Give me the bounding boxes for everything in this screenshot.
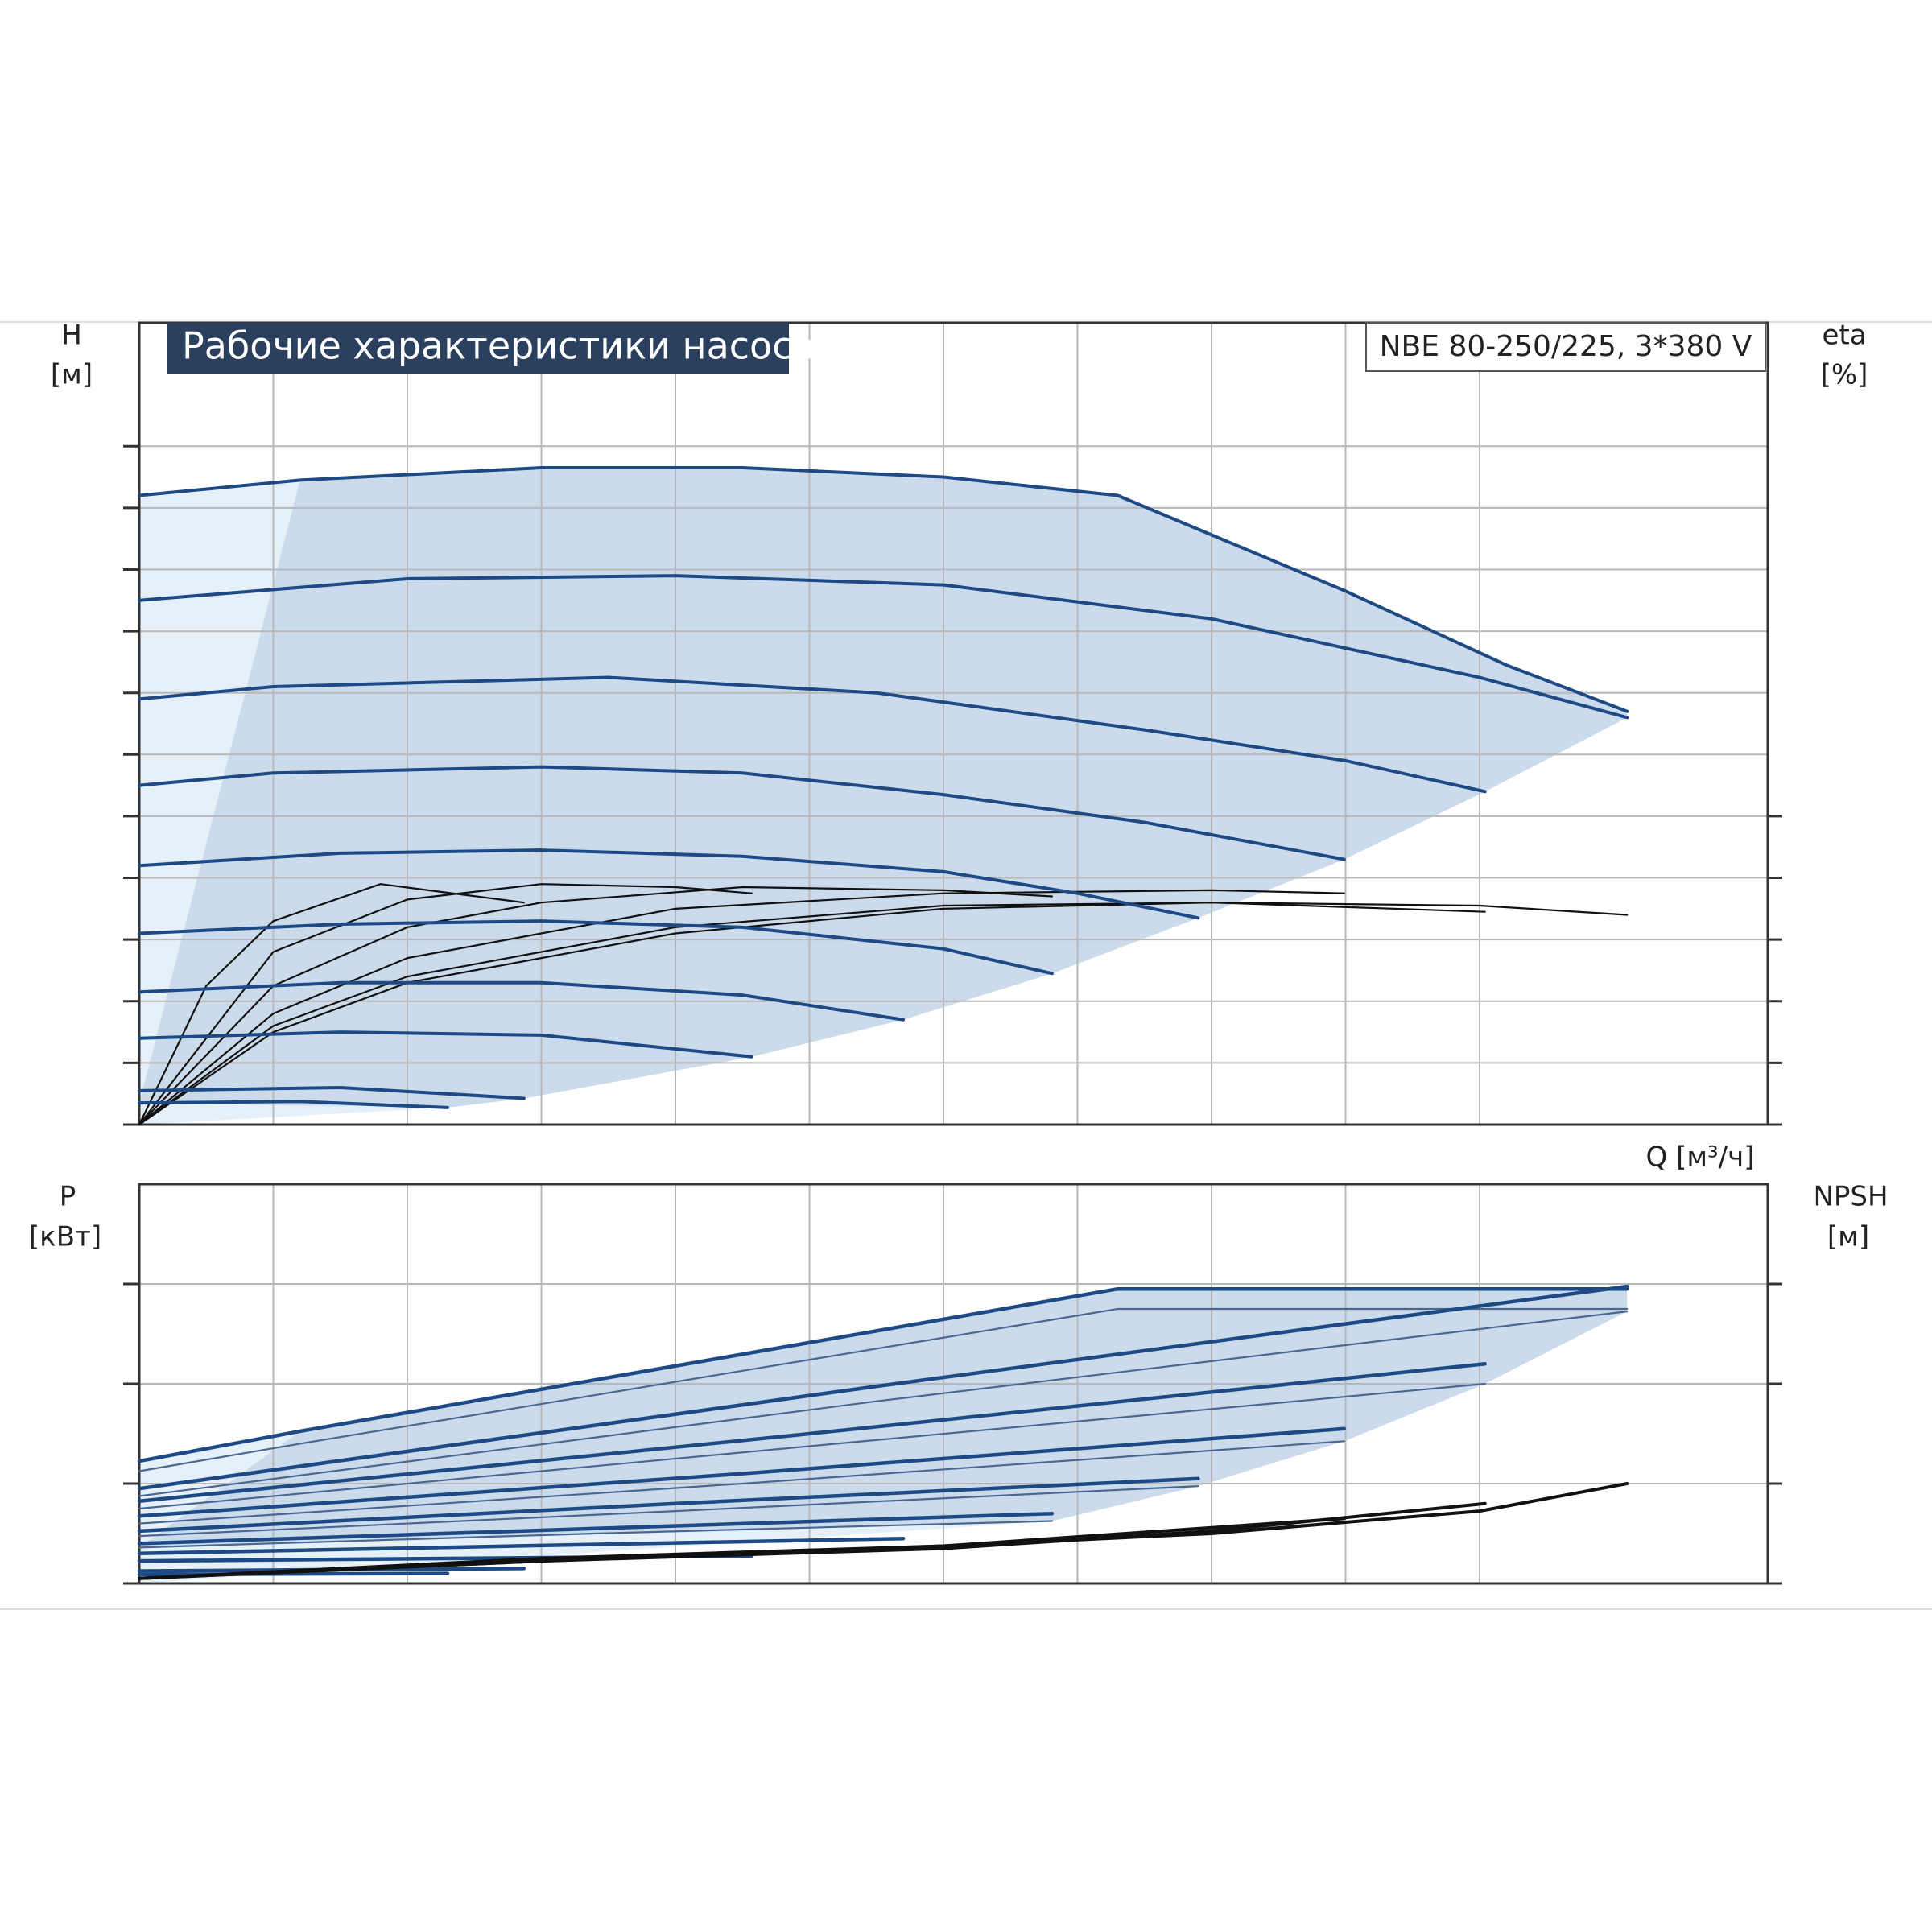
labels: Рабочие характеристики насоса NBE 80-250… [29,320,1889,1253]
model-box [1365,322,1766,372]
grid [123,321,1782,1585]
plot-frame [138,321,1769,1126]
y2-axis-label: eta [1822,320,1866,352]
head-curve [138,466,1629,713]
y2-axis-unit: [м] [1827,1221,1869,1253]
p2-curve [138,1485,1199,1538]
head-curve [138,980,906,1022]
head-curve [138,675,1487,794]
y-axis-unit: [м] [51,359,93,391]
y-axis-label: P [60,1181,76,1213]
p2-curve [138,1440,1345,1525]
title-box [167,323,789,374]
y-axis-label: H [61,320,82,352]
model-label: NBE 80-250/225, 3*380 V [1380,330,1752,363]
efficiency-curve [138,902,1629,1126]
p2-curve [138,1307,1629,1472]
y2-axis-label: NPSH [1813,1181,1888,1213]
p2-curve [138,1520,1053,1549]
p1-curve [137,1286,1629,1463]
y-axis-unit: [кВт] [29,1221,101,1253]
efficiency-curve [138,883,753,1126]
p2-curve [138,1382,1486,1510]
npsh-curve [138,1517,1346,1580]
head-curve [138,1030,753,1059]
p1-curve [137,1476,1200,1534]
p1-curve [137,1284,1629,1491]
head-curve [138,765,1346,861]
p1-curve [137,1426,1347,1518]
x-axis-label: Q [м³/ч] [1646,1141,1755,1174]
p1-curve [137,1536,906,1556]
chart-title: Рабочие характеристики насоса [182,324,815,368]
head-curve [138,1100,449,1109]
head-curve [138,919,1054,976]
efficiency-curve [138,889,1345,1126]
p1-curve [137,1361,1487,1503]
head-curve [138,574,1629,720]
head-curve [138,1086,526,1100]
p1-curve [137,1511,1055,1546]
efficiency-curve [138,902,1486,1126]
p2-curve [138,1311,1629,1497]
p1-curve [137,1571,450,1577]
y2-axis-unit: [%] [1821,359,1868,391]
efficiency-curve [138,883,525,1126]
head-curve [138,848,1200,920]
curves [137,466,1629,1580]
